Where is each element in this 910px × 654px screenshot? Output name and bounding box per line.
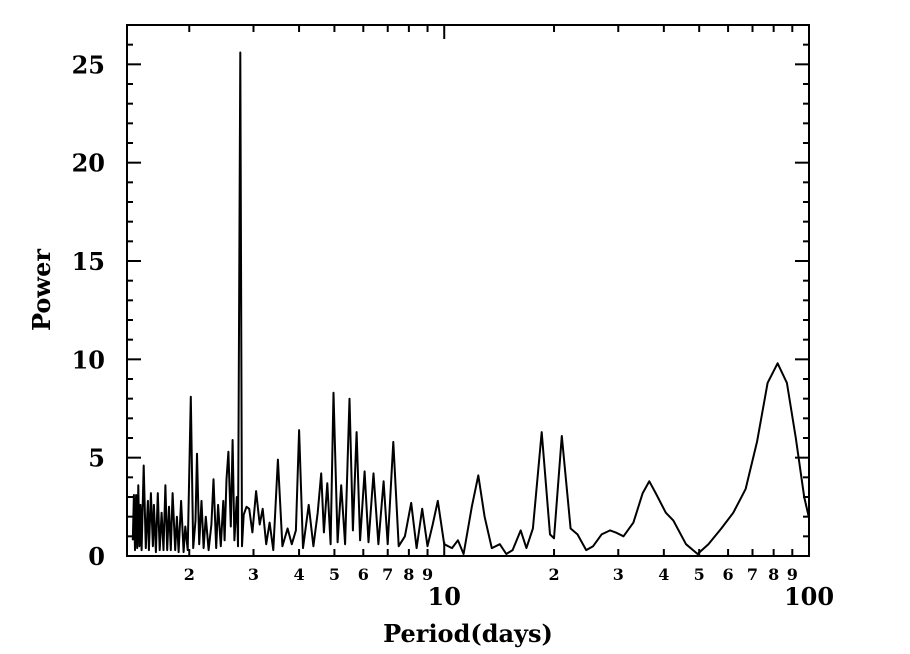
x-minor-tick-label: 7 xyxy=(382,565,393,584)
x-minor-tick-label: 7 xyxy=(747,565,758,584)
y-tick-label: 0 xyxy=(88,542,105,571)
y-tick-label: 10 xyxy=(72,345,105,374)
x-minor-tick-label: 8 xyxy=(403,565,414,584)
power-spectrum-line xyxy=(131,51,809,555)
x-minor-tick-label: 3 xyxy=(248,565,259,584)
x-major-tick-label: 10 xyxy=(428,582,461,611)
y-tick-label: 25 xyxy=(72,50,105,79)
x-minor-tick-label: 6 xyxy=(358,565,369,584)
x-minor-tick-label: 9 xyxy=(787,565,798,584)
y-axis-ticks: 0 5 10 15 20 25 xyxy=(72,24,809,571)
y-tick-label: 20 xyxy=(72,149,105,178)
x-minor-tick-label: 2 xyxy=(548,565,559,584)
x-minor-tick-label: 5 xyxy=(329,565,340,584)
y-tick-label: 15 xyxy=(72,247,105,276)
x-minor-tick-label: 4 xyxy=(294,565,305,584)
x-major-tick-label: 100 xyxy=(784,582,834,611)
y-axis-title: Power xyxy=(27,249,56,331)
y-tick-label: 5 xyxy=(88,444,105,473)
x-minor-tick-label: 8 xyxy=(768,565,779,584)
plot-frame xyxy=(126,24,810,557)
x-minor-tick-label: 3 xyxy=(613,565,624,584)
x-minor-tick-label: 6 xyxy=(723,565,734,584)
x-minor-tick-label: 5 xyxy=(694,565,705,584)
x-axis-title: Period(days) xyxy=(383,619,553,648)
x-minor-tick-label: 2 xyxy=(184,565,195,584)
x-minor-tick-label: 4 xyxy=(658,565,669,584)
x-minor-tick-label: 9 xyxy=(422,565,433,584)
